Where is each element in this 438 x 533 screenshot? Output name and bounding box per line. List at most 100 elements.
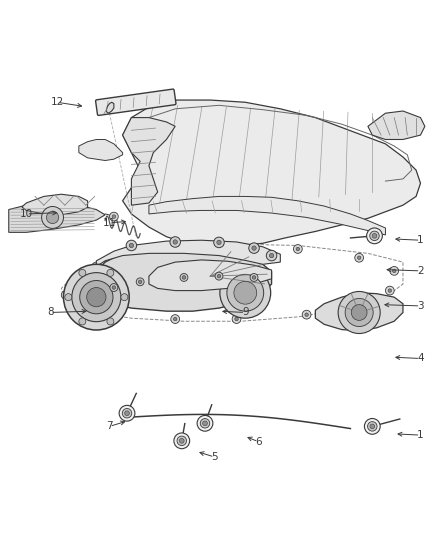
Polygon shape [83, 249, 272, 311]
Polygon shape [123, 118, 175, 205]
Circle shape [153, 248, 162, 256]
Circle shape [355, 253, 364, 262]
Circle shape [370, 424, 374, 429]
Circle shape [112, 314, 116, 317]
Circle shape [388, 289, 392, 292]
Circle shape [110, 212, 118, 221]
Circle shape [203, 421, 207, 426]
Circle shape [110, 284, 118, 292]
Text: 7: 7 [106, 422, 113, 431]
Circle shape [232, 314, 241, 324]
Circle shape [372, 233, 377, 238]
Circle shape [367, 228, 382, 244]
Circle shape [112, 215, 116, 219]
Text: 11: 11 [103, 217, 116, 228]
Circle shape [249, 243, 259, 253]
Circle shape [107, 269, 114, 277]
Polygon shape [368, 111, 425, 140]
Circle shape [64, 264, 129, 330]
Circle shape [250, 273, 258, 281]
FancyBboxPatch shape [95, 89, 176, 116]
Circle shape [177, 436, 187, 446]
Circle shape [42, 206, 64, 229]
Circle shape [364, 418, 380, 434]
Circle shape [138, 280, 142, 284]
Circle shape [122, 408, 132, 418]
Polygon shape [96, 240, 280, 266]
Text: 9: 9 [242, 308, 249, 318]
Circle shape [252, 246, 256, 251]
Text: 3: 3 [417, 301, 424, 311]
Circle shape [217, 274, 221, 278]
Circle shape [226, 245, 230, 248]
Polygon shape [9, 203, 105, 232]
Circle shape [87, 287, 106, 307]
Circle shape [293, 245, 302, 253]
Polygon shape [149, 260, 272, 290]
Circle shape [359, 299, 368, 308]
Text: 1: 1 [417, 430, 424, 440]
Circle shape [266, 251, 277, 261]
Circle shape [136, 278, 144, 286]
Circle shape [77, 306, 81, 310]
Circle shape [107, 318, 114, 325]
Circle shape [65, 294, 72, 301]
Circle shape [351, 304, 367, 320]
Circle shape [173, 317, 177, 321]
Text: 2: 2 [417, 266, 424, 276]
Text: 10: 10 [20, 209, 33, 219]
Circle shape [217, 240, 221, 245]
Circle shape [362, 302, 365, 305]
Circle shape [296, 247, 300, 251]
Circle shape [235, 317, 238, 321]
Circle shape [95, 265, 98, 268]
Circle shape [129, 243, 134, 248]
Polygon shape [22, 194, 88, 215]
Circle shape [170, 237, 180, 247]
Circle shape [156, 251, 159, 254]
Circle shape [214, 237, 224, 248]
Circle shape [119, 405, 135, 421]
Circle shape [182, 276, 186, 279]
Circle shape [220, 268, 271, 318]
Circle shape [92, 262, 101, 271]
Circle shape [367, 422, 377, 431]
Circle shape [126, 240, 137, 251]
Circle shape [252, 276, 256, 279]
Circle shape [121, 294, 128, 301]
Text: 12: 12 [50, 97, 64, 107]
Circle shape [392, 269, 396, 273]
Circle shape [72, 273, 121, 322]
Circle shape [80, 280, 113, 314]
Circle shape [305, 313, 308, 317]
Circle shape [385, 286, 394, 295]
Polygon shape [106, 102, 114, 113]
Circle shape [64, 293, 67, 297]
Circle shape [79, 269, 86, 277]
Circle shape [269, 253, 274, 258]
Polygon shape [315, 293, 403, 331]
Circle shape [171, 314, 180, 324]
Circle shape [112, 286, 116, 289]
Circle shape [74, 304, 83, 312]
Circle shape [234, 281, 257, 304]
Circle shape [46, 211, 59, 223]
Text: 4: 4 [417, 353, 424, 364]
Circle shape [302, 310, 311, 319]
Circle shape [174, 433, 190, 449]
Circle shape [200, 418, 210, 428]
Circle shape [173, 240, 177, 244]
Circle shape [215, 272, 223, 280]
Circle shape [227, 274, 264, 311]
Circle shape [61, 290, 70, 300]
Circle shape [180, 439, 184, 443]
Circle shape [125, 411, 129, 416]
Circle shape [357, 256, 361, 260]
Circle shape [197, 415, 213, 431]
Circle shape [180, 273, 188, 281]
Text: 6: 6 [255, 437, 262, 447]
Polygon shape [149, 197, 385, 235]
Circle shape [370, 231, 379, 240]
Circle shape [390, 266, 399, 275]
Circle shape [338, 292, 380, 334]
